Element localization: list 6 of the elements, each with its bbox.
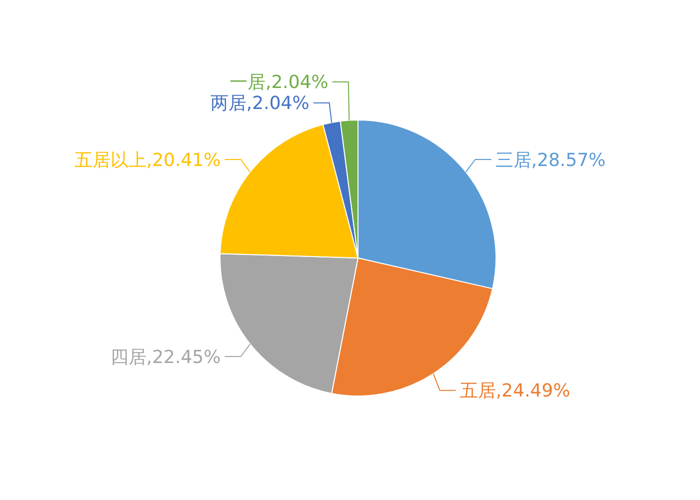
- slice-label: 五居以上,20.41%: [74, 150, 221, 171]
- slice-label: 四居,22.45%: [110, 346, 221, 368]
- slice-label: 两居,2.04%: [210, 93, 310, 114]
- slice-label: 一居,2.04%: [229, 72, 328, 94]
- slice-label: 三居,28.57%: [495, 150, 606, 171]
- slice-label: 五居,24.49%: [460, 380, 570, 402]
